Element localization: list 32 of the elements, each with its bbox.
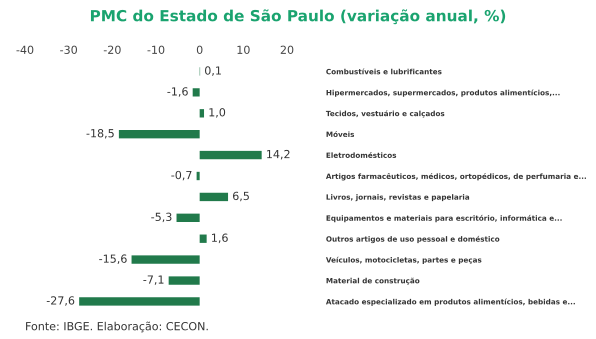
bar <box>132 255 200 264</box>
data-label: -7,1 <box>143 275 164 285</box>
bar <box>118 130 200 138</box>
x-tick-label: 20 <box>280 46 294 54</box>
data-label: -15,6 <box>99 254 127 264</box>
bar <box>200 150 262 160</box>
data-label: 0,1 <box>205 66 221 76</box>
bar <box>200 109 204 118</box>
bar <box>192 88 200 97</box>
data-label: 1,6 <box>212 234 228 244</box>
data-label: -18,5 <box>86 129 114 139</box>
x-tick-label: -10 <box>147 46 164 54</box>
source-note: Fonte: IBGE. Elaboração: CECON. <box>26 322 208 332</box>
data-label: 1,0 <box>209 108 226 118</box>
data-label: 14,2 <box>267 150 290 160</box>
bar <box>200 234 207 243</box>
x-tick-label: -30 <box>60 46 78 54</box>
x-tick-label: -40 <box>16 46 34 54</box>
x-tick-label: 0 <box>196 46 202 54</box>
data-label: -5,3 <box>151 212 172 222</box>
bar <box>168 276 200 285</box>
bar <box>200 192 228 202</box>
data-label: -1,6 <box>167 87 188 97</box>
data-label: 6,5 <box>232 192 249 202</box>
chart-title: PMC do Estado de São Paulo (variação anual, %) <box>90 9 506 24</box>
bar <box>176 214 200 222</box>
x-tick-label: -20 <box>104 46 121 54</box>
x-tick-label: 10 <box>237 46 250 54</box>
bar <box>196 172 200 180</box>
data-label: -27,6 <box>46 296 74 306</box>
data-label: -0,7 <box>171 170 192 180</box>
bar <box>79 297 200 306</box>
